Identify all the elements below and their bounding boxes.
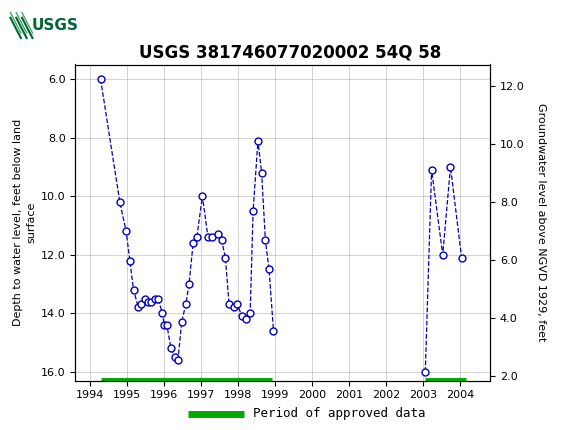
Text: USGS: USGS — [32, 18, 79, 33]
Text: USGS 381746077020002 54Q 58: USGS 381746077020002 54Q 58 — [139, 44, 441, 62]
FancyBboxPatch shape — [3, 3, 70, 47]
Y-axis label: Depth to water level, feet below land
surface: Depth to water level, feet below land su… — [13, 119, 37, 326]
Y-axis label: Groundwater level above NGVD 1929, feet: Groundwater level above NGVD 1929, feet — [536, 103, 546, 342]
Text: Period of approved data: Period of approved data — [253, 407, 425, 421]
